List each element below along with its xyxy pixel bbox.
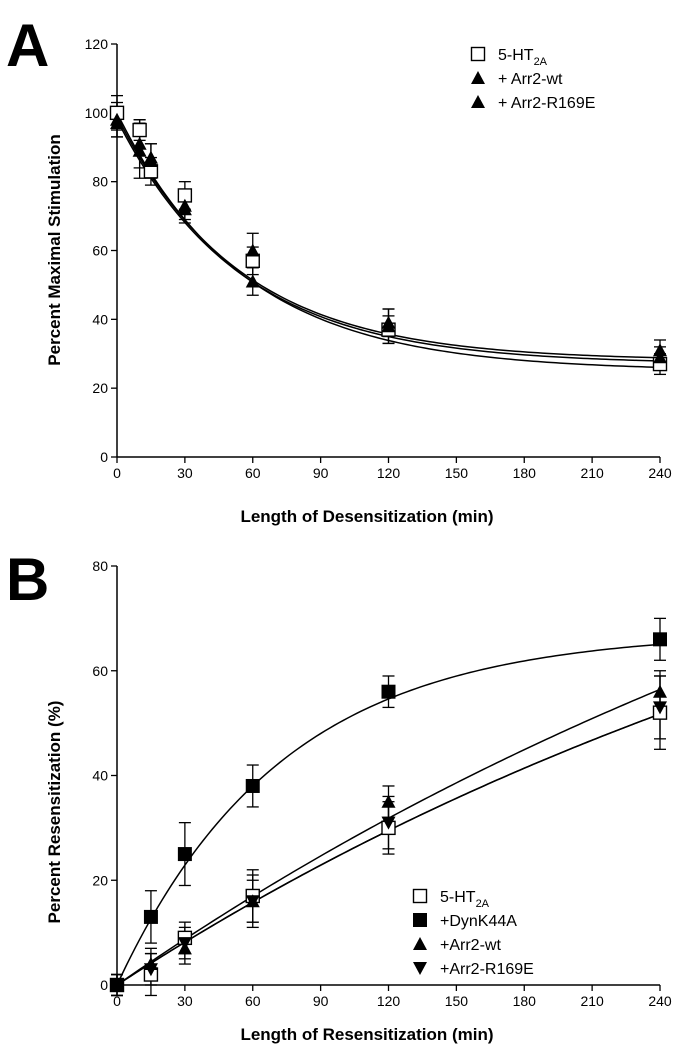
legend-marker bbox=[413, 937, 427, 950]
x-tick-label: 240 bbox=[648, 465, 672, 481]
legend-label-subscript: 2A bbox=[534, 56, 548, 68]
data-point-s3 bbox=[381, 816, 396, 830]
data-point-s2 bbox=[653, 350, 667, 364]
x-tick-label: 120 bbox=[377, 465, 401, 481]
legend-marker bbox=[413, 962, 427, 975]
legend-label: +Arr2-R169E bbox=[440, 961, 534, 978]
data-point-s1 bbox=[245, 274, 260, 288]
x-tick-label: 120 bbox=[377, 993, 401, 1009]
plot-b: 0 20 40 60 80 0 30 60 90 120 150 180 210 240 bbox=[92, 558, 671, 1009]
x-tick-label: 90 bbox=[313, 993, 329, 1009]
x-tick-label: 150 bbox=[445, 993, 469, 1009]
legend-b: 5-HT2A +DynK44A +Arr2-wt +Arr2-R169E bbox=[412, 888, 534, 978]
x-tick-label: 60 bbox=[245, 465, 261, 481]
data-point-s2 bbox=[177, 198, 192, 212]
data-point-s1 bbox=[653, 343, 667, 357]
data-point-s3 bbox=[245, 895, 260, 909]
data-point-s1 bbox=[132, 143, 147, 157]
x-tick-label: 60 bbox=[245, 993, 261, 1009]
data-point-s2 bbox=[110, 116, 124, 130]
y-tick-label: 80 bbox=[92, 558, 108, 574]
x-tick-label: 180 bbox=[513, 993, 537, 1009]
data-point-s3 bbox=[177, 937, 192, 951]
x-tick-label: 0 bbox=[113, 465, 121, 481]
legend-marker bbox=[470, 46, 486, 62]
data-point-s3 bbox=[653, 701, 667, 715]
x-tick-label: 90 bbox=[313, 465, 329, 481]
data-point-s1 bbox=[653, 632, 667, 647]
x-tick-label: 30 bbox=[177, 465, 193, 481]
legend-label: + Arr2-wt bbox=[498, 71, 563, 88]
y-tick-label: 80 bbox=[92, 174, 108, 190]
data-point-s2 bbox=[245, 243, 260, 257]
legend-label: + Arr2-R169E bbox=[498, 95, 595, 112]
x-tick-label: 30 bbox=[177, 993, 193, 1009]
y-tick-label: 120 bbox=[85, 36, 109, 52]
plot-a: 0 20 40 60 80 100 120 0 30 60 90 120 150 180 210 240 bbox=[85, 36, 672, 481]
x-tick-label: 210 bbox=[580, 465, 604, 481]
x-tick-label: 210 bbox=[580, 993, 604, 1009]
y-axis-title-b: Percent Resensitization (%) bbox=[45, 701, 64, 924]
legend-label: +Arr2-wt bbox=[440, 937, 501, 954]
data-point-s1 bbox=[143, 909, 158, 924]
y-tick-label: 0 bbox=[100, 977, 108, 993]
legend-marker bbox=[412, 888, 428, 904]
x-tick-label: 150 bbox=[445, 465, 469, 481]
data-point-s2 bbox=[381, 315, 396, 329]
legend-marker bbox=[471, 95, 485, 108]
data-point-s1 bbox=[177, 847, 192, 862]
y-tick-label: 100 bbox=[85, 105, 109, 121]
panel-letter-b: B bbox=[6, 546, 49, 613]
legend-label-subscript: 2A bbox=[476, 898, 490, 910]
data-point-s0 bbox=[132, 122, 147, 138]
legend-label: 5-HT2A bbox=[498, 47, 548, 68]
y-tick-label: 60 bbox=[92, 243, 108, 259]
y-tick-label: 60 bbox=[92, 663, 108, 679]
legend-marker bbox=[471, 71, 485, 84]
y-tick-label: 40 bbox=[92, 768, 108, 784]
data-point-s3 bbox=[110, 979, 124, 992]
x-axis-title-b: Length of Resensitization (min) bbox=[240, 1025, 493, 1044]
x-tick-label: 180 bbox=[513, 465, 537, 481]
data-point-s2 bbox=[653, 684, 667, 698]
data-point-s2 bbox=[132, 136, 147, 150]
legend-label: 5-HT2A bbox=[440, 889, 490, 910]
y-tick-label: 0 bbox=[100, 449, 108, 465]
data-point-s2 bbox=[143, 154, 158, 168]
y-tick-label: 20 bbox=[92, 872, 108, 888]
legend-a: 5-HT2A + Arr2-wt + Arr2-R169E bbox=[470, 46, 595, 112]
data-point-s2 bbox=[381, 794, 396, 808]
y-tick-label: 40 bbox=[92, 311, 108, 327]
data-point-s3 bbox=[143, 963, 158, 977]
panel-b: B 0 20 40 60 80 0 30 60 90 120 150 180 210 240 Length… bbox=[6, 546, 672, 1044]
x-tick-label: 240 bbox=[648, 993, 672, 1009]
y-tick-label: 20 bbox=[92, 380, 108, 396]
y-axis-title-a: Percent Maximal Stimulation bbox=[45, 134, 64, 365]
panel-letter-a: A bbox=[6, 12, 49, 79]
x-tick-label: 0 bbox=[113, 993, 121, 1009]
data-point-s1 bbox=[381, 684, 396, 699]
legend-marker bbox=[413, 913, 427, 927]
data-point-s1 bbox=[245, 778, 260, 793]
x-axis-title-a: Length of Desensitization (min) bbox=[240, 507, 493, 526]
legend-label: +DynK44A bbox=[440, 913, 517, 930]
